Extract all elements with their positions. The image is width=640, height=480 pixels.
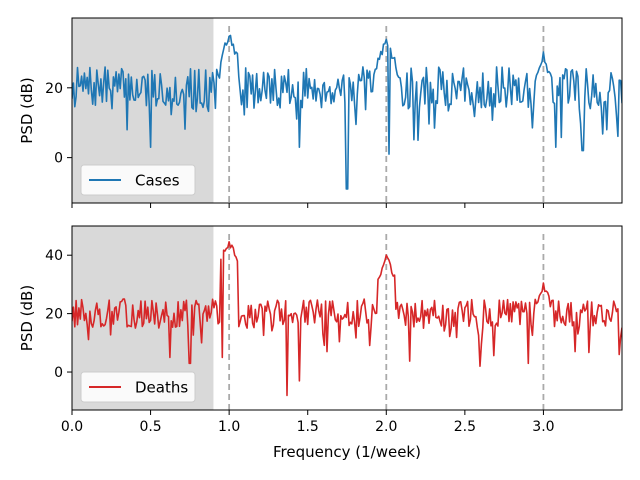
- cases-y-axis-label: PSD (dB): [18, 77, 36, 143]
- deaths-ytick-label: 40: [45, 248, 63, 264]
- deaths-xtick-label: 0.5: [139, 419, 161, 435]
- deaths-xtick-label: 0.0: [61, 419, 83, 435]
- cases-axes-frame: [71, 17, 623, 204]
- deaths-axes-frame: [71, 225, 623, 411]
- deaths-legend-label: Deaths: [135, 379, 188, 397]
- deaths-xtick-label: 1.0: [218, 419, 240, 435]
- cases-legend: Cases: [80, 164, 196, 196]
- deaths-ytick-label: 0: [54, 365, 63, 381]
- deaths-xtick-label: 1.5: [297, 419, 319, 435]
- cases-ytick-label: 0: [54, 151, 63, 167]
- deaths-y-axis-label: PSD (dB): [18, 285, 36, 351]
- deaths-xtick-label: 2.5: [454, 419, 476, 435]
- deaths-xtick-label: 3.0: [532, 419, 554, 435]
- deaths-legend: Deaths: [80, 371, 196, 403]
- cases-series-line: [72, 34, 622, 190]
- deaths-series-line: [72, 241, 622, 397]
- cases-ytick-label: 20: [45, 81, 63, 97]
- deaths-ytick-label: 20: [45, 307, 63, 323]
- cases-legend-label: Cases: [135, 172, 180, 190]
- deaths-x-axis-label: Frequency (1/week): [273, 443, 421, 461]
- deaths-psd-panel: 0 20 40 0.0 0.5 1.0 1.5 2.0 2.5 3.0 PSD (dB) Freque…: [18, 225, 623, 461]
- cases-psd-panel: 0 20 PSD (dB) Cases: [18, 17, 623, 208]
- deaths-xtick-label: 2.0: [375, 419, 397, 435]
